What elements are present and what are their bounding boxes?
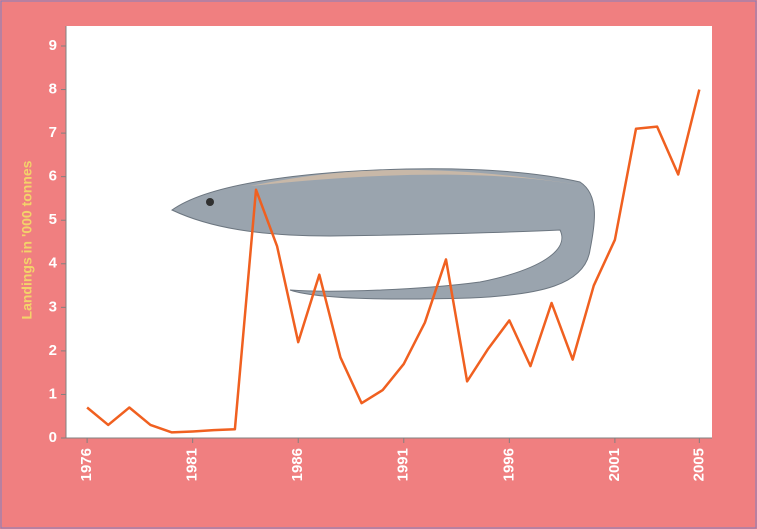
x-tick-label: 1991	[395, 448, 412, 481]
y-tick-label: 0	[49, 429, 57, 446]
chart: Landings in '000 tonnes 0 1 2 3 4 5 6 7 8 9 1976 19…	[0, 0, 757, 529]
y-tick-label: 1	[49, 385, 57, 402]
y-tick-label: 2	[49, 342, 57, 359]
y-tick-label: 7	[49, 124, 57, 141]
x-tick-label: 1976	[78, 448, 95, 481]
y-tick-label: 4	[49, 255, 58, 272]
x-tick-label: 1981	[184, 448, 201, 481]
fish-eye	[206, 198, 214, 206]
page: {"chart_data": {"type": "line", "y_label…	[0, 0, 757, 529]
x-tick-label: 2001	[606, 448, 623, 481]
y-tick-label: 8	[49, 81, 57, 98]
y-tick-label: 9	[49, 37, 57, 54]
x-tick-label: 1986	[289, 448, 306, 481]
y-tick-label: 6	[49, 168, 57, 185]
y-tick-label: 5	[49, 211, 57, 228]
y-axis-label: Landings in '000 tonnes	[19, 160, 35, 319]
x-tick-label: 1996	[500, 448, 517, 481]
x-tick-label: 2005	[690, 448, 707, 481]
y-tick-label: 3	[49, 298, 57, 315]
